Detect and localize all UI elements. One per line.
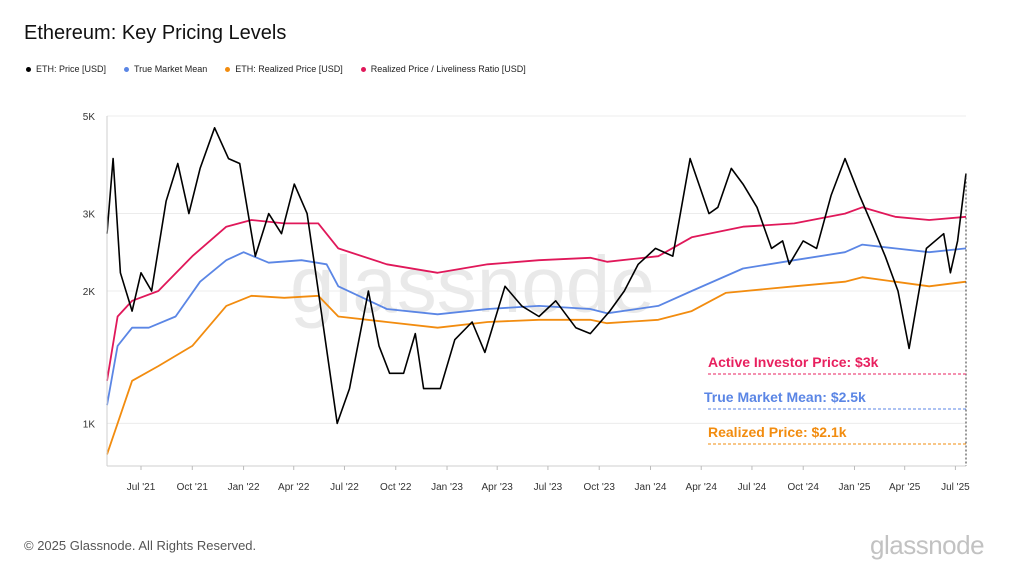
legend-item-price[interactable]: ETH: Price [USD] (26, 64, 106, 74)
x-tick-label: Jul '22 (330, 482, 359, 493)
legend-dot (360, 66, 366, 72)
x-tick-label: Apr '24 (686, 482, 718, 493)
annotation-realized-price: Realized Price: $2.1k (708, 424, 847, 440)
x-tick-label: Jan '24 (635, 482, 667, 493)
series-line (106, 276, 967, 455)
legend-item-realized-price[interactable]: ETH: Realized Price [USD] (225, 64, 343, 74)
legend-dot (124, 66, 130, 72)
annotation-active-investor: Active Investor Price: $3k (708, 354, 879, 370)
x-tick-label: Apr '25 (889, 482, 921, 493)
legend-label: ETH: Price [USD] (36, 64, 107, 74)
y-tick-label: 5K (83, 112, 96, 123)
y-tick-label: 3K (83, 210, 96, 221)
x-tick-label: Jan '22 (228, 482, 260, 493)
annotation-true-market-mean: True Market Mean: $2.5k (704, 389, 866, 405)
x-tick-label: Apr '22 (278, 482, 310, 493)
series-line (106, 206, 967, 381)
x-tick-label: Jul '23 (534, 482, 563, 493)
legend-dot (225, 66, 231, 72)
x-tick-label: Jan '25 (839, 482, 871, 493)
legend: ETH: Price [USD] True Market Mean ETH: R… (26, 64, 526, 74)
legend-dot (26, 66, 31, 72)
x-tick-label: Jul '25 (941, 482, 970, 493)
x-tick-label: Jul '24 (738, 482, 767, 493)
y-tick-label: 1K (83, 419, 96, 430)
legend-label: Realized Price / Liveliness Ratio [USD] (370, 64, 526, 74)
x-tick-label: Jan '23 (431, 482, 463, 493)
x-tick-label: Oct '21 (177, 482, 209, 493)
watermark: glassnode (290, 240, 655, 329)
legend-item-active-investor[interactable]: Realized Price / Liveliness Ratio [USD] (360, 64, 526, 74)
annotations: Active Investor Price: $3k True Market M… (704, 354, 879, 440)
glassnode-logo: glassnode (870, 530, 985, 560)
legend-label: ETH: Realized Price [USD] (235, 64, 343, 74)
legend-item-true-market-mean[interactable]: True Market Mean (124, 64, 207, 74)
grid-lines (107, 115, 966, 424)
series-line (106, 243, 967, 406)
x-tick-label: Jul '21 (127, 482, 156, 493)
chart-title: Ethereum: Key Pricing Levels (24, 22, 287, 44)
x-tick-label: Oct '23 (584, 482, 616, 493)
y-tick-label: 2K (83, 287, 96, 298)
legend-label: True Market Mean (134, 64, 208, 74)
x-tick-label: Oct '22 (380, 482, 412, 493)
series-lines (106, 127, 967, 455)
x-tick-label: Oct '24 (788, 482, 820, 493)
axes: 1K 2K 3K 5K Jul '21 Oct '21 Jan '22 Apr '22 Jul … (83, 112, 970, 493)
series-line (106, 127, 967, 425)
copyright: © 2025 Glassnode. All Rights Reserved. (24, 538, 257, 553)
x-tick-label: Apr '23 (482, 482, 514, 493)
